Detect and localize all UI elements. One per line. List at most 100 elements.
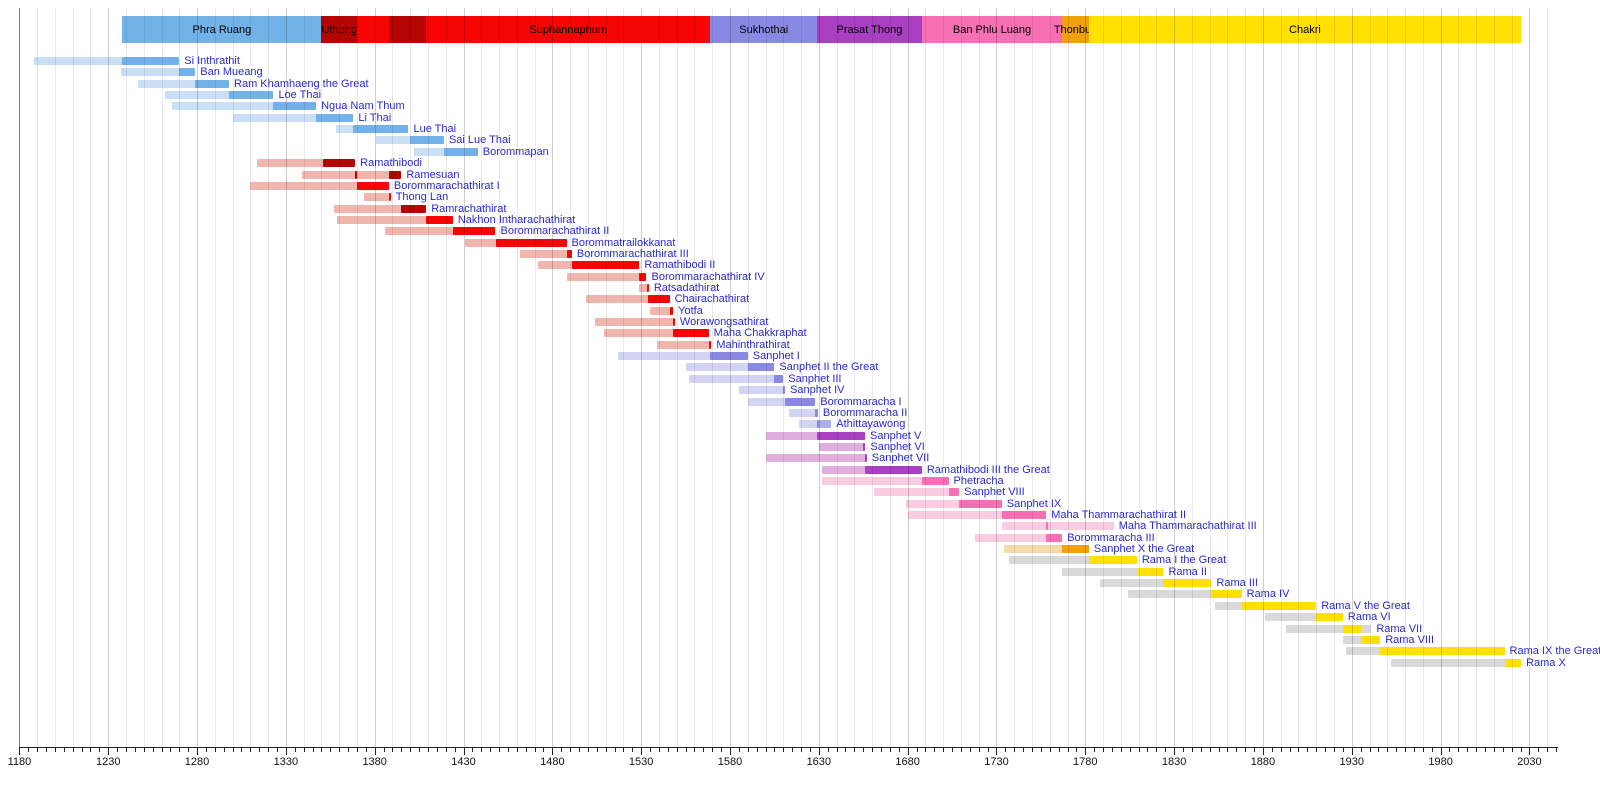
monarch-label[interactable]: Rama VI [1347, 611, 1391, 624]
reign-bar[interactable] [1241, 601, 1317, 610]
reign-bar[interactable] [179, 68, 196, 77]
life-bar[interactable] [1062, 567, 1164, 576]
life-bar[interactable] [566, 272, 647, 281]
life-bar[interactable] [657, 340, 711, 349]
reign-bar[interactable] [195, 79, 230, 88]
dynasty-band-segment[interactable]: Ban Phlu Luang [921, 16, 1063, 43]
dynasty-band-segment[interactable]: Thonburi [1054, 16, 1097, 43]
monarch-label[interactable]: Maha Thammarachathirat II [1051, 509, 1187, 521]
monarch-label[interactable]: Ramathibodi III the Great [926, 463, 1050, 476]
monarch-label[interactable]: Ramathibodi II [644, 259, 716, 272]
life-bar[interactable] [1003, 545, 1089, 554]
life-bar[interactable] [1264, 613, 1343, 622]
monarch-label[interactable]: Chairachathirat [674, 293, 750, 306]
monarch-label[interactable]: Ratsadathirat [653, 282, 720, 294]
monarch-label[interactable]: Borommarachathirat II [500, 225, 610, 238]
dynasty-band-segment[interactable]: Suphannaphum [426, 16, 711, 43]
reign-bar[interactable] [229, 91, 274, 100]
monarch-label[interactable]: Borommaracha III [1067, 531, 1155, 544]
reign-bar[interactable] [865, 465, 922, 474]
life-bar[interactable] [818, 442, 865, 451]
dynasty-band-segment[interactable]: Sukhothai [710, 16, 818, 43]
monarch-label[interactable]: Rama III [1216, 577, 1258, 590]
reign-bar[interactable] [648, 295, 670, 304]
life-bar[interactable] [822, 476, 949, 485]
monarch-label[interactable]: Ngua Nam Thum [321, 100, 405, 113]
life-bar[interactable] [685, 363, 775, 372]
reign-bar[interactable] [566, 249, 572, 258]
monarch-label[interactable]: Borommaracha I [820, 395, 902, 408]
monarch-label[interactable]: Si Inthrathit [184, 55, 240, 67]
monarch-label[interactable]: Ramathibodi [360, 157, 422, 170]
monarch-label[interactable]: Sanphet I [752, 350, 800, 363]
monarch-label[interactable]: Rama IX the Great [1509, 645, 1600, 658]
life-bar[interactable] [650, 306, 674, 315]
monarch-label[interactable]: Sanphet X the Great [1093, 543, 1195, 556]
reign-bar[interactable] [495, 238, 567, 247]
reign-bar[interactable] [669, 306, 674, 315]
monarch-label[interactable]: Rama VIII [1385, 633, 1435, 646]
dynasty-band-segment[interactable] [388, 16, 427, 43]
dynasty-band-segment[interactable]: Uthong [321, 16, 357, 43]
monarch-label[interactable]: Rama II [1168, 565, 1207, 578]
reign-bar[interactable] [1360, 635, 1381, 644]
life-bar[interactable] [738, 386, 786, 395]
reign-bar[interactable] [571, 261, 640, 270]
life-bar[interactable] [120, 68, 196, 77]
monarch-label[interactable]: Thong Lan [395, 191, 449, 204]
reign-bar[interactable] [1046, 522, 1048, 531]
life-bar[interactable] [1286, 624, 1372, 633]
reign-bar[interactable] [1088, 556, 1137, 565]
reign-bar[interactable] [1504, 658, 1522, 667]
monarch-label[interactable]: Rama X [1526, 656, 1566, 669]
life-bar[interactable] [1008, 556, 1137, 565]
life-bar[interactable] [1001, 522, 1114, 531]
reign-bar[interactable] [1136, 567, 1164, 576]
monarch-label[interactable]: Sanphet II the Great [779, 361, 879, 374]
monarch-label[interactable]: Rama VII [1376, 622, 1423, 635]
life-bar[interactable] [907, 511, 1047, 519]
monarch-label[interactable]: Ramesuan [406, 168, 460, 181]
monarch-label[interactable]: Sanphet V [870, 429, 922, 442]
monarch-label[interactable]: Li Thai [358, 111, 392, 124]
monarch-label[interactable]: Borommarachathirat III [576, 247, 689, 260]
monarch-label[interactable]: Sanphet VII [871, 452, 930, 465]
reign-bar[interactable] [426, 215, 453, 224]
life-bar[interactable] [520, 249, 572, 258]
reign-bar[interactable] [1163, 579, 1212, 588]
reign-bar[interactable] [1316, 613, 1343, 622]
reign-bar[interactable] [410, 136, 444, 145]
reign-bar[interactable] [817, 420, 820, 429]
monarch-label[interactable]: Sanphet VI [870, 440, 925, 453]
reign-bar[interactable] [1062, 545, 1089, 554]
reign-bar[interactable] [1342, 624, 1361, 633]
life-bar[interactable] [257, 159, 356, 168]
life-bar[interactable] [799, 420, 832, 429]
monarch-label[interactable]: Ram Khamhaeng the Great [234, 77, 369, 90]
dynasty-band-segment[interactable] [356, 16, 389, 43]
dynasty-band-segment[interactable]: Prasat Thong [817, 16, 922, 43]
reign-bar[interactable] [747, 363, 775, 372]
life-bar[interactable] [873, 488, 960, 497]
monarch-label[interactable]: Sai Lue Thai [448, 134, 511, 147]
life-bar[interactable] [1127, 590, 1242, 599]
reign-bar[interactable] [452, 227, 496, 236]
reign-bar[interactable] [401, 204, 427, 213]
monarch-label[interactable]: Rama V the Great [1321, 599, 1410, 612]
life-bar[interactable] [232, 113, 354, 122]
reign-bar[interactable] [356, 181, 389, 190]
monarch-label[interactable]: Sanphet IX [1006, 497, 1062, 510]
dynasty-band-segment[interactable]: Chakri [1088, 16, 1522, 43]
monarch-label[interactable]: Yotfa [678, 304, 703, 317]
life-bar[interactable] [364, 193, 389, 202]
monarch-label[interactable]: Borommapan [482, 145, 549, 158]
monarch-label[interactable]: Mahinthrathirat [716, 338, 790, 351]
monarch-label[interactable]: Borommaracha II [822, 406, 908, 419]
reign-bar[interactable] [785, 397, 816, 406]
monarch-label[interactable]: Lue Thai [413, 123, 457, 136]
monarch-label[interactable]: Nakhon Intharachathirat [457, 213, 576, 226]
monarch-label[interactable]: Borommarachathirat IV [651, 270, 765, 283]
life-bar[interactable] [689, 374, 784, 383]
life-bar[interactable] [250, 181, 389, 190]
monarch-label[interactable]: Athittayawong [836, 418, 906, 431]
